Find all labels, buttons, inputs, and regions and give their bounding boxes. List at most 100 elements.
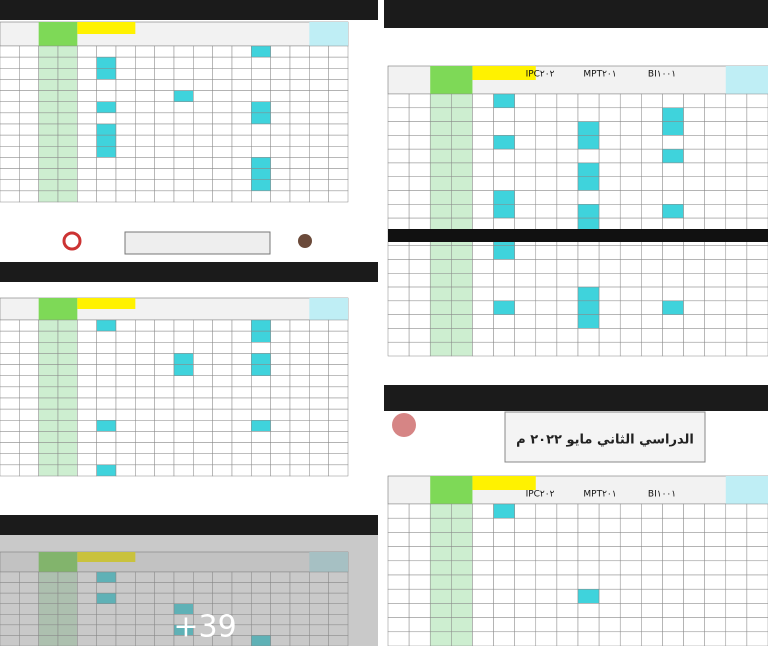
table-cell bbox=[662, 190, 684, 205]
table-cell bbox=[251, 68, 271, 80]
table-cell bbox=[251, 453, 271, 466]
table-cell bbox=[408, 503, 431, 519]
table-cell bbox=[328, 635, 349, 646]
table-cell bbox=[746, 560, 768, 576]
table-cell bbox=[514, 300, 537, 315]
table-cell bbox=[19, 342, 39, 354]
table-cell bbox=[96, 56, 117, 69]
table-cell bbox=[556, 121, 579, 136]
table-cell bbox=[493, 341, 515, 357]
table-cell bbox=[193, 45, 213, 58]
table-cell bbox=[683, 532, 705, 547]
table-cell bbox=[270, 123, 291, 136]
table-cell bbox=[231, 45, 252, 58]
table-cell bbox=[662, 176, 684, 191]
table-cell bbox=[251, 56, 271, 69]
table-cell bbox=[535, 135, 558, 150]
table-cell bbox=[619, 135, 642, 150]
table-cell bbox=[704, 560, 727, 576]
table-cell bbox=[38, 179, 59, 192]
table-cell bbox=[598, 603, 621, 618]
table-cell bbox=[641, 503, 663, 519]
table-cell bbox=[173, 364, 194, 376]
table-cell bbox=[19, 397, 39, 410]
table-cell bbox=[212, 179, 233, 192]
table-cell bbox=[493, 617, 515, 633]
table-cell bbox=[662, 517, 684, 533]
table-cell bbox=[577, 560, 600, 576]
table-cell bbox=[535, 503, 558, 519]
table-cell bbox=[154, 112, 175, 125]
table-cell bbox=[0, 68, 20, 80]
table-cell bbox=[598, 314, 621, 329]
table-cell bbox=[251, 442, 271, 454]
table-cell bbox=[57, 442, 78, 454]
table-cell bbox=[57, 408, 78, 421]
table-cell bbox=[535, 190, 558, 205]
table-cell bbox=[704, 135, 727, 150]
table-cell bbox=[251, 464, 271, 477]
table-cell bbox=[212, 168, 233, 180]
table-cell bbox=[725, 603, 748, 618]
table-cell bbox=[535, 176, 558, 191]
table-cell bbox=[535, 574, 558, 590]
table-cell bbox=[408, 148, 431, 164]
table-cell bbox=[387, 273, 410, 288]
table-cell bbox=[38, 375, 59, 388]
table-cell bbox=[57, 45, 78, 58]
table-cell bbox=[193, 146, 213, 158]
table-cell bbox=[289, 101, 310, 114]
table-cell bbox=[270, 79, 291, 91]
table-cell bbox=[725, 245, 748, 260]
table-cell bbox=[725, 617, 748, 633]
table-cell bbox=[96, 123, 117, 136]
table-cell bbox=[535, 603, 558, 618]
table-cell bbox=[472, 517, 494, 533]
table-cell bbox=[19, 386, 39, 399]
table-cell bbox=[231, 386, 252, 399]
table-cell bbox=[270, 90, 291, 102]
table-cell bbox=[96, 45, 117, 58]
table-cell bbox=[598, 617, 621, 633]
table-cell bbox=[135, 90, 155, 102]
table-cell bbox=[173, 464, 194, 477]
table-cell bbox=[270, 453, 291, 466]
table-cell bbox=[408, 204, 431, 219]
table-cell bbox=[535, 314, 558, 329]
table-cell bbox=[328, 157, 349, 169]
table-cell bbox=[725, 532, 748, 547]
table-cell bbox=[451, 93, 473, 109]
table-cell bbox=[212, 431, 233, 443]
table-cell bbox=[451, 176, 473, 191]
table-cell bbox=[725, 517, 748, 533]
table-cell bbox=[270, 353, 291, 365]
table-cell bbox=[493, 517, 515, 533]
table-cell bbox=[328, 420, 349, 432]
table-cell bbox=[38, 353, 59, 365]
table-cell bbox=[135, 101, 155, 114]
table-cell bbox=[193, 134, 213, 147]
table-cell bbox=[57, 397, 78, 410]
table-cell bbox=[514, 107, 537, 122]
table-cell bbox=[535, 107, 558, 122]
table-cell bbox=[408, 245, 431, 260]
table-cell bbox=[472, 341, 494, 357]
table-cell bbox=[746, 259, 768, 274]
table-cell bbox=[19, 375, 39, 388]
table-cell bbox=[704, 328, 727, 343]
table-cell bbox=[704, 588, 727, 604]
table-cell bbox=[472, 532, 494, 547]
table-cell bbox=[704, 603, 727, 618]
table-cell bbox=[746, 245, 768, 260]
table-cell bbox=[641, 574, 663, 590]
table-cell bbox=[289, 431, 310, 443]
table-cell bbox=[451, 631, 473, 646]
table-cell bbox=[309, 157, 329, 169]
table-cell bbox=[231, 464, 252, 477]
table-cell bbox=[96, 431, 117, 443]
table-cell bbox=[115, 442, 136, 454]
more-count[interactable]: +39 bbox=[173, 610, 236, 645]
table-cell bbox=[429, 546, 452, 562]
table-cell bbox=[309, 319, 329, 332]
